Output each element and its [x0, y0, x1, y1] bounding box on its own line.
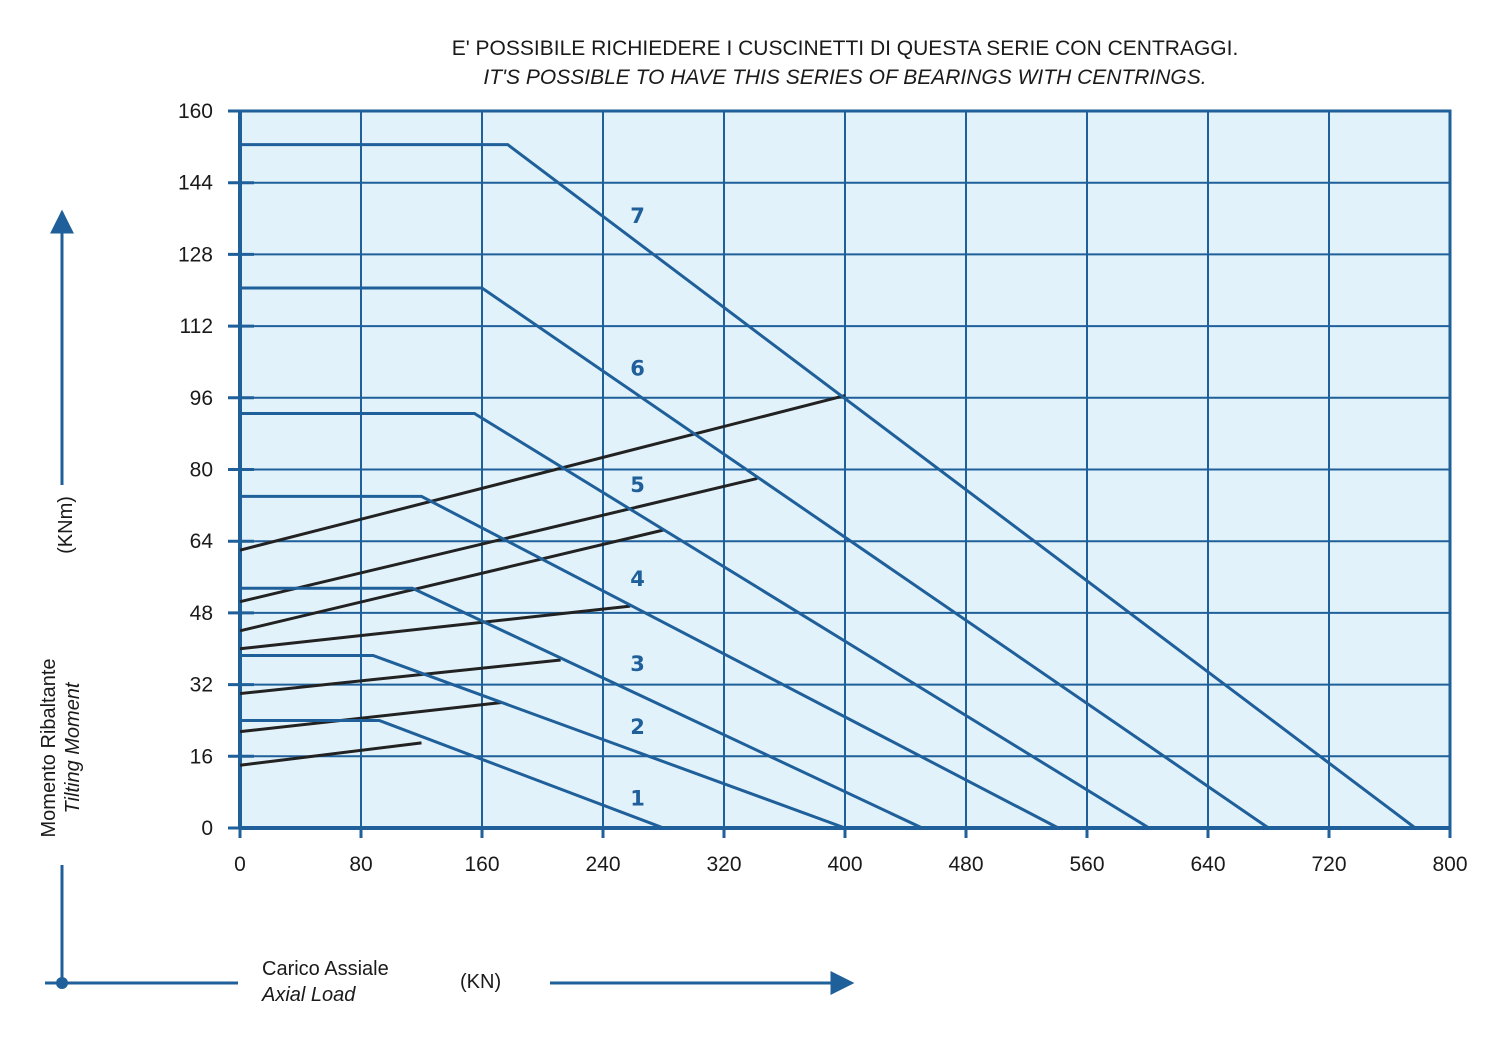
- y-tick-label: 144: [178, 172, 213, 195]
- reference-line: [239, 477, 758, 604]
- x-axis-unit: (KN): [460, 971, 501, 993]
- x-tick-label: 240: [585, 853, 620, 876]
- limit-curve-3: [240, 586, 923, 830]
- x-tick-label: 80: [349, 853, 372, 876]
- x-axis-label-italian: Carico Assiale: [262, 958, 389, 980]
- curve-label-5: 5: [630, 473, 645, 497]
- limit-curve-4: [240, 494, 1059, 830]
- curve-label-1: 1: [630, 787, 645, 811]
- y-axis-label-english: Tilting Moment: [62, 681, 84, 813]
- curve-labels: 1 2 3 4 5 6 7: [630, 204, 645, 811]
- x-tick-label: 560: [1069, 853, 1104, 876]
- x-tick-label: 320: [706, 853, 741, 876]
- limit-curve-2: [240, 653, 846, 830]
- y-tick-label: 160: [178, 100, 213, 123]
- y-tick-label: 96: [190, 387, 213, 410]
- curve-label-3: 3: [630, 652, 645, 676]
- y-tick-label: 48: [190, 602, 213, 625]
- x-tick-label: 720: [1311, 853, 1346, 876]
- curve-label-2: 2: [630, 715, 645, 739]
- reference-line: [239, 604, 631, 651]
- x-tick-label: 400: [827, 853, 862, 876]
- reference-line: [239, 528, 664, 633]
- y-tick-label: 32: [190, 674, 213, 697]
- y-axis-unit: (KNm): [55, 496, 77, 554]
- x-axis-label-english: Axial Load: [261, 984, 356, 1006]
- x-tick-label: 640: [1190, 853, 1225, 876]
- limit-curve-7: [240, 143, 1417, 830]
- y-tick-label: 16: [190, 745, 213, 768]
- limit-curve-1: [240, 718, 665, 830]
- curve-label-7: 7: [630, 204, 645, 228]
- reference-lines: [239, 394, 846, 767]
- curve-label-6: 6: [630, 356, 645, 380]
- curve-label-4: 4: [630, 567, 645, 591]
- chart-title-italian: E' POSSIBILE RICHIEDERE I CUSCINETTI DI …: [452, 37, 1239, 60]
- y-tick-label: 80: [190, 459, 213, 482]
- limit-curves: [240, 143, 1417, 830]
- x-tick-label: 0: [234, 853, 246, 876]
- y-tick-label: 128: [178, 243, 213, 266]
- chart-title-english: IT'S POSSIBLE TO HAVE THIS SERIES OF BEA…: [483, 66, 1206, 89]
- axis-ticks: 0 80 160 240 320 400 480 560 640 720 8000163248648…: [178, 100, 1468, 876]
- reference-line: [239, 394, 846, 552]
- limit-curve-5: [240, 411, 1150, 830]
- limit-curve-6: [240, 286, 1270, 830]
- reference-line: [239, 741, 422, 767]
- y-tick-label: 64: [190, 530, 214, 553]
- x-tick-label: 160: [464, 853, 499, 876]
- reference-line: [239, 701, 502, 734]
- reference-line: [239, 658, 561, 696]
- x-tick-label: 480: [948, 853, 983, 876]
- x-tick-label: 800: [1432, 853, 1467, 876]
- axis-origin-dot: [56, 977, 68, 989]
- y-tick-label: 112: [180, 315, 213, 338]
- y-axis-label-italian: Momento Ribaltante: [38, 659, 60, 838]
- y-tick-label: 0: [201, 817, 213, 840]
